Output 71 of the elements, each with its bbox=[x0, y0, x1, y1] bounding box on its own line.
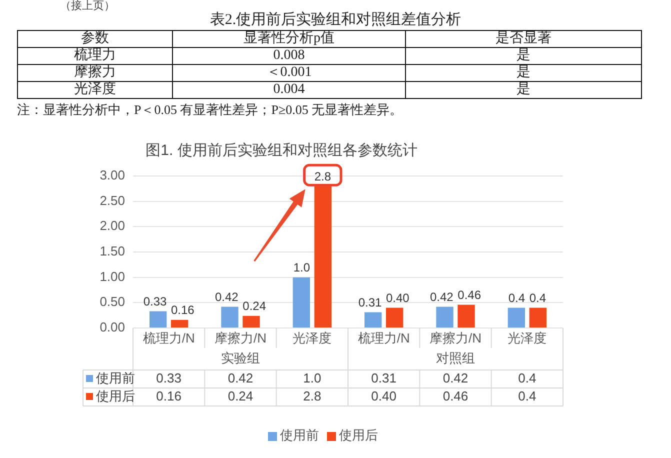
text: 0.24 bbox=[242, 299, 266, 314]
text: 0.42 bbox=[214, 290, 238, 304]
text: 表2.使用前后实验组和对照组差值分析 bbox=[208, 12, 462, 29]
y-tick-label: 0.00 bbox=[100, 320, 125, 335]
bar bbox=[170, 320, 188, 328]
text: 光泽度 bbox=[18, 82, 172, 98]
bar bbox=[386, 308, 404, 328]
y-tick-label: 1.00 bbox=[100, 268, 125, 284]
text: 梳理力 bbox=[18, 48, 172, 64]
data-label: 0.24 bbox=[228, 388, 254, 404]
x-tick-label: 光泽度 bbox=[292, 330, 332, 346]
y-tick-label: 0.50 bbox=[100, 294, 125, 310]
text: 使用后 bbox=[339, 428, 378, 443]
y-tick-label: 2.00 bbox=[100, 218, 125, 234]
bar bbox=[436, 306, 454, 328]
category-label: 参数 bbox=[18, 30, 172, 48]
text: （接上页） bbox=[60, 0, 115, 12]
bar bbox=[221, 306, 238, 328]
bar bbox=[149, 311, 167, 328]
data-label: 0.16 bbox=[156, 388, 182, 404]
text: 摩擦力 bbox=[18, 64, 172, 82]
data-label: 0.40 bbox=[371, 388, 396, 404]
bar bbox=[364, 312, 382, 328]
bar bbox=[529, 308, 547, 328]
data-label: 0.4 bbox=[518, 370, 536, 386]
data-label: 0.42 bbox=[228, 370, 254, 386]
text: 0.31 bbox=[358, 296, 382, 310]
text: 0.4 bbox=[529, 291, 546, 306]
text: 2.8 bbox=[314, 169, 332, 184]
text: 0.4 bbox=[508, 291, 526, 306]
category-label: 是否显著 bbox=[406, 30, 642, 48]
text: 0.42 bbox=[430, 290, 454, 304]
data-label: 0.42 bbox=[442, 370, 468, 386]
bar bbox=[508, 308, 526, 328]
text: 对照组 bbox=[436, 350, 475, 366]
text: 1.0 bbox=[293, 260, 310, 275]
text: ＜0.001 bbox=[172, 64, 406, 82]
text: 0.33 bbox=[143, 294, 167, 309]
bar bbox=[314, 186, 332, 328]
text: 0.16 bbox=[170, 303, 194, 318]
text: 使用前 bbox=[280, 428, 319, 443]
category-label: 显著性分析p值 bbox=[172, 30, 406, 48]
data-label: 0.31 bbox=[371, 370, 396, 386]
x-tick-label: 梳理力/N bbox=[142, 330, 195, 346]
bar bbox=[458, 304, 475, 328]
text: 注：显著性分析中，P＜0.05 有显著性差异；P≥0.05 无显著性差异。 bbox=[17, 102, 403, 118]
data-label: 2.8 bbox=[303, 388, 322, 404]
data-label: 0.33 bbox=[156, 370, 182, 386]
y-tick-label: 2.50 bbox=[100, 192, 125, 208]
bar bbox=[242, 316, 260, 328]
x-tick-label: 摩擦力/N bbox=[214, 330, 266, 346]
text: 是 bbox=[406, 64, 642, 82]
text: 0.40 bbox=[386, 291, 410, 306]
data-label: 0.4 bbox=[518, 388, 536, 404]
text: 0.004 bbox=[172, 82, 406, 98]
text: 是 bbox=[406, 82, 642, 98]
text: 是 bbox=[406, 48, 642, 64]
text: 0.46 bbox=[458, 288, 482, 302]
legend-label: 使用前 bbox=[96, 370, 135, 386]
x-tick-label: 光泽度 bbox=[508, 330, 547, 346]
legend-label: 使用后 bbox=[96, 388, 135, 404]
y-tick-label: 3.00 bbox=[100, 168, 125, 183]
chart-title: 图1. 使用前后实验组和对照组各参数统计 bbox=[146, 142, 418, 160]
bar bbox=[292, 277, 310, 328]
x-tick-label: 摩擦力/N bbox=[430, 330, 482, 346]
text: 实验组 bbox=[221, 350, 260, 366]
data-label: 1.0 bbox=[303, 370, 322, 386]
y-tick-label: 1.50 bbox=[100, 244, 125, 259]
data-label: 0.46 bbox=[442, 388, 468, 404]
x-tick-label: 梳理力/N bbox=[358, 330, 410, 346]
text: 0.008 bbox=[172, 48, 406, 64]
